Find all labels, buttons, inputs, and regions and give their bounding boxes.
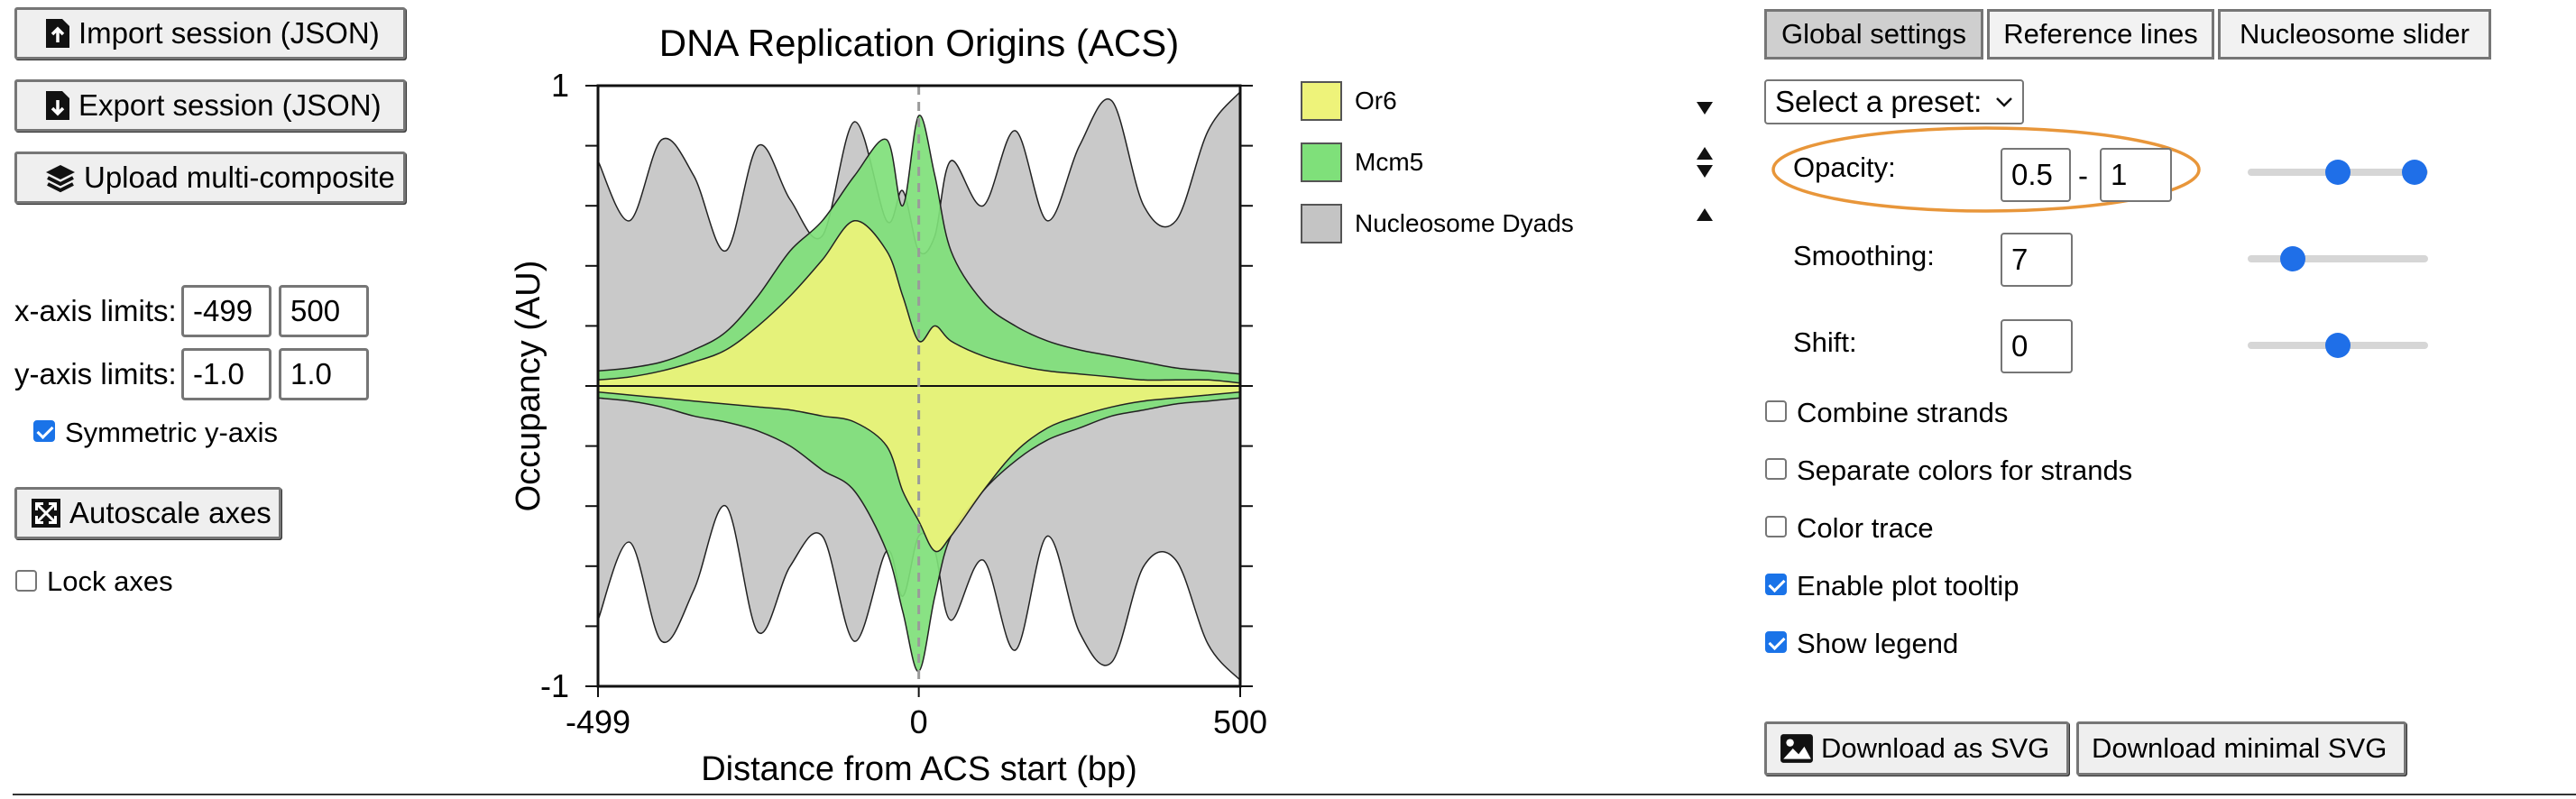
smoothing-slider-knob[interactable] <box>2280 246 2305 271</box>
preset-select-value: Select a preset: <box>1775 85 1983 118</box>
image-icon <box>1780 734 1813 763</box>
tab-reference-lines[interactable]: Reference lines <box>1987 9 2214 60</box>
combine-strands-checkbox[interactable] <box>1765 400 1787 422</box>
opacity-label: Opacity: <box>1793 152 1896 183</box>
symmetric-y-axis-checkbox[interactable] <box>33 420 55 442</box>
upload-file-icon <box>46 19 69 48</box>
chart-svg[interactable]: -499 0 500 1 -1 DNA Replication Origins (ACS)… <box>505 9 1497 794</box>
opacity-highlight-ellipse <box>1771 126 2201 213</box>
y-axis-label: Occupancy (AU) <box>510 261 547 512</box>
import-session-label: Import session (JSON) <box>78 16 380 50</box>
color-trace-label: Color trace <box>1797 512 1934 544</box>
lock-axes-checkbox[interactable] <box>15 570 37 592</box>
shift-input[interactable]: 0 <box>2001 319 2073 373</box>
export-session-label: Export session (JSON) <box>78 88 382 122</box>
smoothing-label: Smoothing: <box>1793 240 1935 271</box>
expand-arrows-icon <box>32 499 60 528</box>
legend-swatch-or6[interactable] <box>1301 81 1342 121</box>
smoothing-slider-track[interactable] <box>2248 255 2428 262</box>
legend: Or6 Mcm5 Nucleosome Dyads <box>1299 81 1732 262</box>
symmetric-y-axis-label: Symmetric y-axis <box>65 417 278 448</box>
move-down-arrow-icon[interactable] <box>1696 101 1714 115</box>
separate-colors-label: Separate colors for strands <box>1797 455 2133 486</box>
y-axis-limits-label: y-axis limits: <box>14 357 177 390</box>
enable-tooltip-label: Enable plot tooltip <box>1797 570 2019 602</box>
y-min-input[interactable]: -1.0 <box>181 348 271 400</box>
upload-multi-composite-button[interactable]: Upload multi-composite <box>14 152 406 204</box>
show-legend-checkbox[interactable] <box>1765 631 1787 653</box>
upload-multi-composite-label: Upload multi-composite <box>84 161 395 194</box>
y-max-input[interactable]: 1.0 <box>279 348 369 400</box>
download-file-icon <box>46 91 69 120</box>
opacity-max-input[interactable]: 1 <box>2100 148 2172 202</box>
chevron-down-icon <box>1996 97 2012 107</box>
download-svg-label: Download as SVG <box>1821 732 2050 764</box>
enable-tooltip-checkbox[interactable] <box>1765 574 1787 595</box>
x-axis-label: Distance from ACS start (bp) <box>701 750 1137 788</box>
legend-label-mcm5: Mcm5 <box>1355 148 1424 176</box>
download-minimal-svg-button[interactable]: Download minimal SVG <box>2076 721 2406 776</box>
x-tick-label: -499 <box>566 703 630 740</box>
legend-label-or6: Or6 <box>1355 87 1397 115</box>
y-tick-label: 1 <box>551 67 569 104</box>
shift-slider-knob[interactable] <box>2325 333 2351 358</box>
x-max-input[interactable]: 500 <box>279 285 369 337</box>
series-area-or6-forward <box>597 220 1241 387</box>
combine-strands-label: Combine strands <box>1797 397 2009 428</box>
separate-colors-checkbox[interactable] <box>1765 458 1787 480</box>
color-trace-checkbox[interactable] <box>1765 516 1787 537</box>
download-svg-button[interactable]: Download as SVG <box>1764 721 2069 776</box>
x-tick-label: 0 <box>910 703 928 740</box>
autoscale-axes-button[interactable]: Autoscale axes <box>14 487 281 539</box>
move-up-arrow-icon[interactable] <box>1696 146 1714 161</box>
tab-global-settings[interactable]: Global settings <box>1764 9 1983 60</box>
move-down-arrow-icon[interactable] <box>1696 164 1714 179</box>
export-session-button[interactable]: Export session (JSON) <box>14 79 406 132</box>
opacity-min-input[interactable]: 0.5 <box>2001 148 2071 202</box>
import-session-button[interactable]: Import session (JSON) <box>14 7 406 60</box>
layers-icon <box>46 165 75 193</box>
opacity-slider-low-knob[interactable] <box>2325 160 2351 185</box>
x-axis-limits-label: x-axis limits: <box>14 294 177 327</box>
opacity-range-dash: - <box>2078 159 2088 192</box>
move-up-arrow-icon[interactable] <box>1696 207 1714 222</box>
tab-nucleosome-slider[interactable]: Nucleosome slider <box>2218 9 2491 60</box>
lock-axes-label: Lock axes <box>47 565 173 597</box>
preset-select[interactable]: Select a preset: <box>1764 79 2024 124</box>
bottom-divider <box>13 794 2576 795</box>
chart-title: DNA Replication Origins (ACS) <box>659 22 1180 64</box>
x-tick-label: 500 <box>1213 703 1267 740</box>
opacity-slider-high-knob[interactable] <box>2402 160 2427 185</box>
legend-swatch-mcm5[interactable] <box>1301 142 1342 182</box>
x-min-input[interactable]: -499 <box>181 285 271 337</box>
smoothing-input[interactable]: 7 <box>2001 233 2073 287</box>
autoscale-axes-label: Autoscale axes <box>69 496 271 529</box>
legend-swatch-nucleosome-dyads[interactable] <box>1301 204 1342 243</box>
legend-label-nucleosome-dyads: Nucleosome Dyads <box>1355 209 1574 237</box>
y-tick-label: -1 <box>540 667 569 704</box>
series-area-or6-reverse <box>597 385 1241 553</box>
download-minimal-svg-label: Download minimal SVG <box>2092 732 2387 764</box>
shift-label: Shift: <box>1793 326 1857 358</box>
show-legend-label: Show legend <box>1797 628 1959 659</box>
